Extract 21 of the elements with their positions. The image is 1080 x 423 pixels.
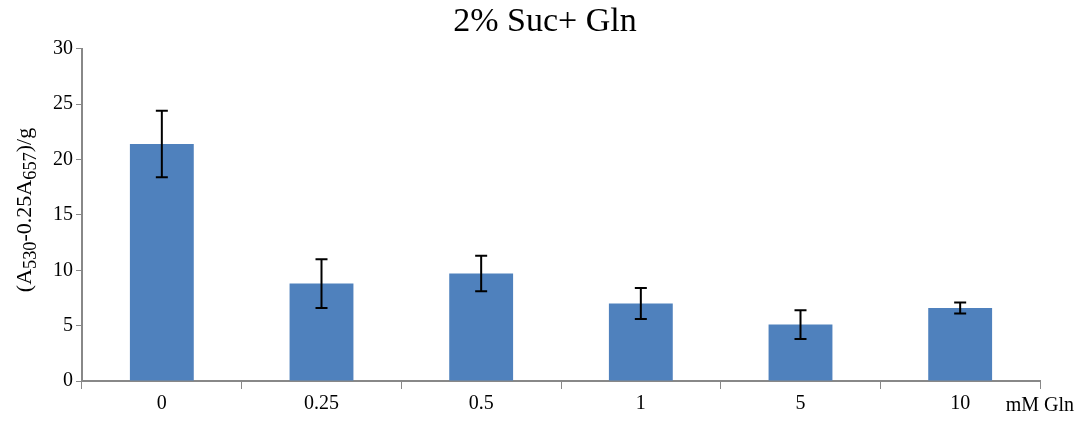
y-tick-label: 5 <box>63 312 73 335</box>
x-tick-label: 0.5 <box>468 391 494 414</box>
y-tick-label: 30 <box>53 36 73 59</box>
x-tick-label: 0 <box>156 391 167 414</box>
y-tick-label: 10 <box>53 257 73 280</box>
bar <box>768 324 833 381</box>
x-tick-label: 0.25 <box>304 391 339 414</box>
bar <box>289 283 354 381</box>
x-tick-label: 10 <box>950 391 971 414</box>
bar <box>449 273 514 381</box>
bar <box>608 303 673 381</box>
y-tick-label: 25 <box>53 91 73 114</box>
y-tick-label: 20 <box>53 146 73 169</box>
y-tick-label: 15 <box>53 202 73 225</box>
bar <box>928 307 993 381</box>
y-tick-label: 0 <box>63 368 73 391</box>
x-tick-label: 5 <box>795 391 806 414</box>
x-axis-title: mM Gln <box>1005 393 1074 416</box>
x-tick-label: 1 <box>635 391 646 414</box>
chart-title: 2% Suc+ Gln <box>453 1 637 39</box>
bar <box>129 144 194 381</box>
